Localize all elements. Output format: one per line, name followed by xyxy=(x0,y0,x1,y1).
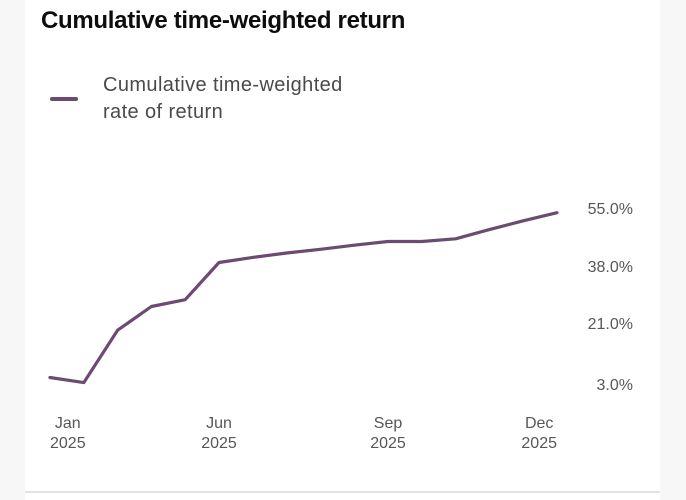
x-axis-label: Dec 2025 xyxy=(521,414,557,454)
x-axis-label: Jan 2025 xyxy=(50,414,86,454)
legend: Cumulative time-weighted rate of return xyxy=(50,72,353,126)
x-axis-label: Jun 2025 xyxy=(201,414,237,454)
chart-title: Cumulative time-weighted return xyxy=(41,7,406,34)
x-axis-label-month: Sep xyxy=(373,415,403,432)
x-axis-label-year: 2025 xyxy=(50,435,86,452)
bottom-divider xyxy=(25,491,660,493)
return-line-series xyxy=(48,211,559,385)
x-axis-label-year: 2025 xyxy=(201,435,237,452)
chart-canvas xyxy=(48,211,559,385)
y-axis-label: 38.0% xyxy=(587,258,633,276)
legend-label: Cumulative time-weighted rate of return xyxy=(103,74,343,123)
line-chart: 55.0% 38.0% 21.0% 3.0% Jan 2025 Jun 2025 Sep 202… xyxy=(25,0,660,500)
x-axis-label: Sep 2025 xyxy=(370,414,406,454)
x-axis-label-month: Dec xyxy=(524,415,554,432)
x-axis-label-year: 2025 xyxy=(370,435,406,452)
x-axis-label-year: 2025 xyxy=(521,435,557,452)
y-axis-label: 55.0% xyxy=(587,201,633,218)
y-axis-label: 21.0% xyxy=(587,316,633,334)
chart-card: Cumulative time-weighted return Cumulati… xyxy=(25,0,660,500)
y-axis-label: 3.0% xyxy=(596,377,633,394)
legend-line-swatch xyxy=(50,97,78,101)
x-axis-label-month: Jan xyxy=(54,415,81,432)
x-axis-label-month: Jun xyxy=(206,415,232,432)
